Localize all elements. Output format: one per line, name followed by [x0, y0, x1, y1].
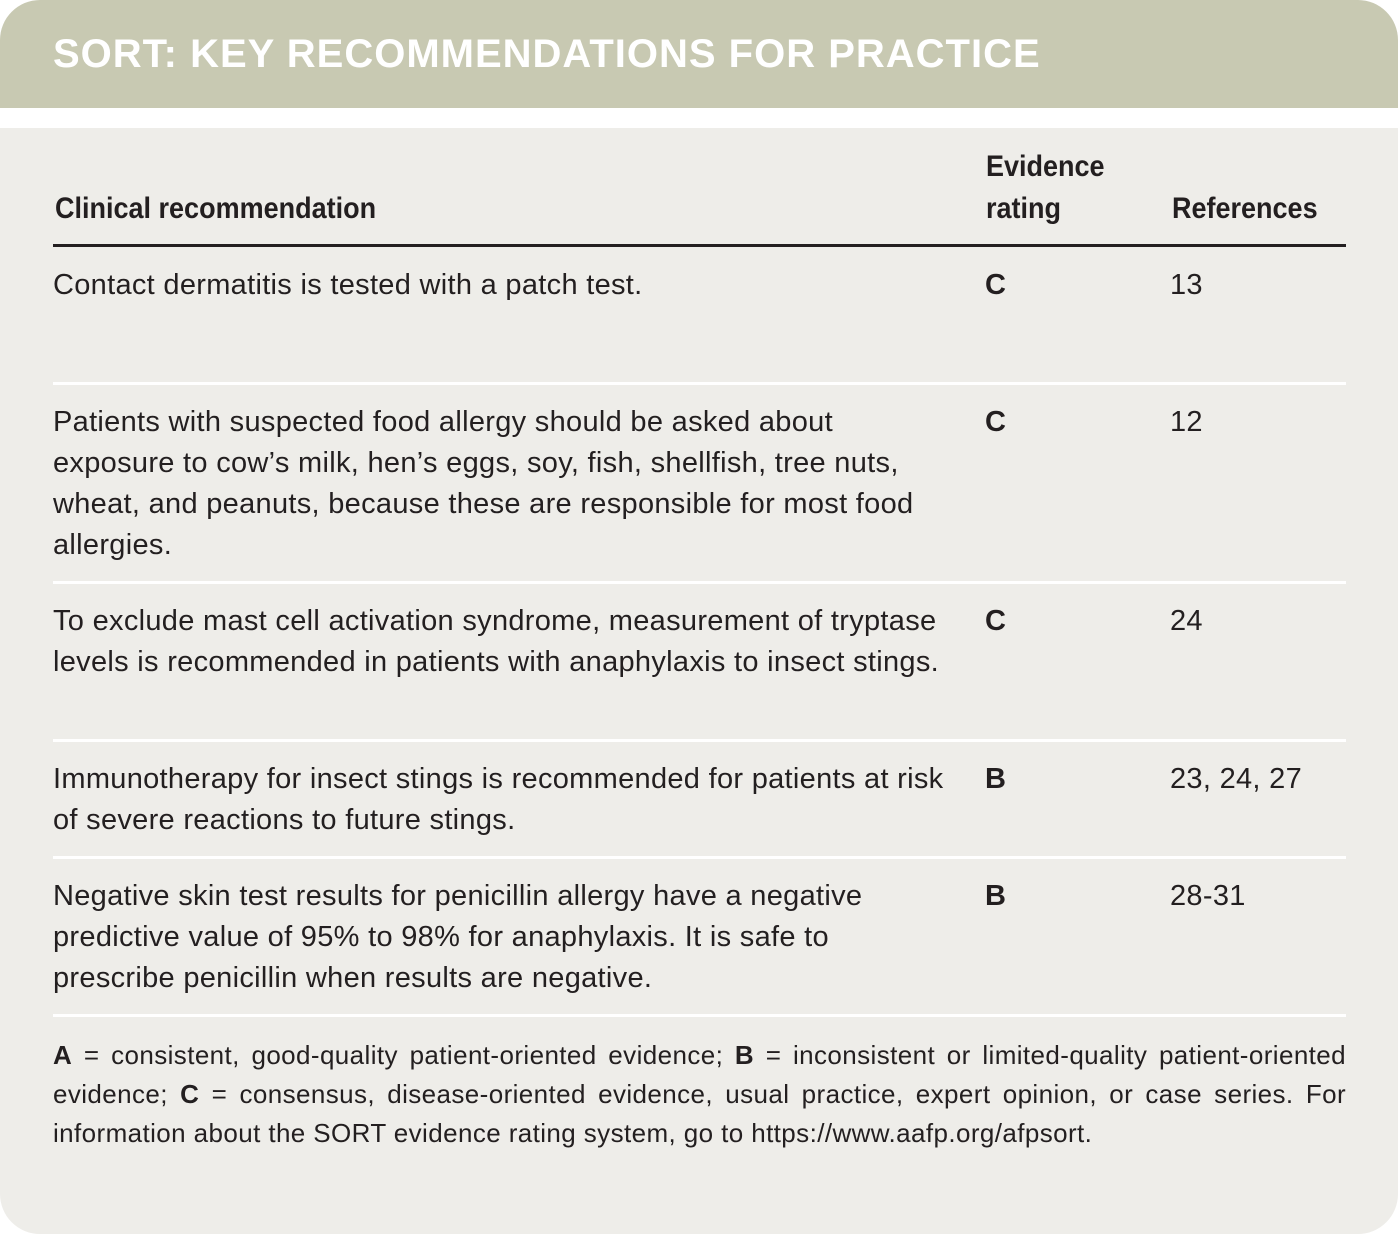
evidence-rating: C	[985, 406, 1007, 438]
column-header: Clinical recommendation	[55, 192, 377, 225]
key-text: = consensus, disease-oriented evidence, …	[211, 1079, 1294, 1109]
references: 28-31	[1170, 880, 1246, 912]
title: SORT: KEY RECOMMENDATIONS FOR PRACTICE	[53, 32, 1041, 76]
references: 23, 24, 27	[1170, 763, 1302, 795]
key: A	[53, 1040, 73, 1070]
recommendation: Contact dermatitis is tested with a patc…	[53, 269, 643, 301]
column-header: References	[1172, 192, 1318, 225]
recommendation: To exclude mast cell activation syndrome…	[53, 605, 939, 678]
recommendation: Negative skin test results for penicilli…	[53, 880, 863, 994]
references: 12	[1170, 406, 1203, 438]
row-rule	[53, 382, 1346, 385]
references: 13	[1170, 269, 1203, 301]
key: C	[180, 1079, 200, 1109]
row-rule	[53, 856, 1346, 859]
key: B	[734, 1040, 755, 1070]
row-rule	[53, 1014, 1346, 1017]
evidence-rating: B	[985, 880, 1007, 912]
references: 24	[1170, 605, 1203, 637]
key-text: = consistent, good-quality patient-orien…	[83, 1040, 724, 1070]
header-rule	[53, 244, 1346, 247]
evidence-rating: B	[985, 763, 1007, 795]
card-body	[0, 128, 1398, 1234]
row-rule	[53, 581, 1346, 584]
recommendation: Immunotherapy for insect stings is recom…	[53, 763, 944, 836]
header: SORT: KEY RECOMMENDATIONS FOR PRACTICE	[0, 0, 1398, 108]
evidence-rating: C	[985, 269, 1007, 301]
evidence-rating: C	[985, 605, 1007, 637]
key-text: = inconsistent or limited-quality patien…	[53, 1040, 1347, 1109]
footnote: A = consistent, good-quality patient-ori…	[53, 1036, 1346, 1153]
column-header: Evidence rating	[986, 150, 1105, 225]
row-rule	[53, 739, 1346, 742]
note: For information about the SORT evidence …	[53, 1079, 1347, 1148]
recommendation: Patients with suspected food allergy sho…	[53, 406, 914, 561]
